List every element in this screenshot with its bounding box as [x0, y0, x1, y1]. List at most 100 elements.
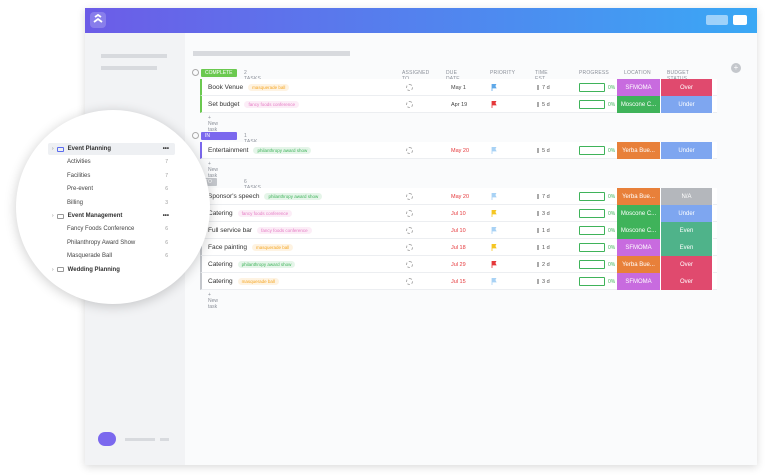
budget-status[interactable]: Under — [661, 142, 713, 159]
assignee[interactable] — [406, 84, 413, 91]
task-tag: fancy foods conference — [237, 210, 293, 217]
list-count: 3 — [165, 199, 168, 206]
location[interactable]: Moscone C... — [617, 222, 661, 239]
task-row[interactable]: Sponsor's speech philanthropy award show M… — [200, 188, 717, 205]
collapse-icon[interactable] — [192, 132, 199, 139]
priority-flag[interactable] — [491, 278, 497, 285]
budget-status[interactable]: Even — [661, 239, 713, 256]
chat-button[interactable] — [98, 432, 116, 446]
assignee[interactable] — [406, 101, 413, 108]
new-task[interactable]: + New task — [208, 115, 219, 133]
assignee[interactable] — [406, 147, 413, 154]
assignee[interactable] — [406, 244, 413, 251]
folder-icon — [56, 146, 64, 152]
location[interactable]: SFMOMA — [617, 79, 661, 96]
time-text: 7 d — [542, 84, 550, 91]
assignee[interactable] — [406, 227, 413, 234]
placeholder — [101, 66, 157, 70]
list-count: 6 — [165, 253, 168, 260]
time-estimate: 1 d — [537, 222, 550, 239]
task-row[interactable]: Set budget fancy foods conference Apr 19 5 … — [200, 96, 717, 113]
location[interactable]: Yerba Bue... — [617, 188, 661, 205]
list-item[interactable]: Activities 7 — [67, 156, 168, 168]
status-pill: IN PROGRESS — [201, 132, 238, 147]
new-task[interactable]: + New task — [208, 161, 219, 179]
task-row[interactable]: Catering masquerade ball Jul 15 3 d 0% SFMOMA… — [200, 273, 717, 290]
task-tag: philanthropy award show — [264, 193, 323, 200]
list-item[interactable]: Facilities 7 — [67, 170, 168, 182]
priority-flag[interactable] — [491, 244, 497, 251]
task-row[interactable]: Book Venue masquerade ball May 1 7 d 0% SFMOM… — [200, 79, 717, 96]
location[interactable]: SFMOMA — [617, 239, 661, 256]
budget-status[interactable]: Under — [661, 96, 713, 113]
budget-status[interactable]: N/A — [661, 188, 713, 205]
title-placeholder — [193, 51, 350, 56]
task-row[interactable]: Catering fancy foods conference Jul 10 3 d 0… — [200, 205, 717, 222]
priority-flag[interactable] — [491, 147, 497, 154]
folder[interactable]: › Wedding Planning — [48, 264, 175, 276]
location[interactable]: SFMOMA — [617, 273, 661, 290]
assignee[interactable] — [406, 210, 413, 217]
task-row[interactable]: Catering philanthropy award show Jul 29 2 d… — [200, 256, 717, 273]
time-estimate: 2 d — [537, 256, 550, 273]
list-item[interactable]: Philanthropy Award Show 6 — [67, 237, 168, 249]
task-name: Catering — [208, 278, 233, 285]
progress-text: 0% — [608, 244, 616, 251]
list-item[interactable]: Pre-event 6 — [67, 183, 168, 195]
assignee[interactable] — [406, 261, 413, 268]
time-estimate: 7 d — [537, 188, 550, 205]
task-row[interactable]: Face painting masquerade ball Jul 18 1 d 0% S… — [200, 239, 717, 256]
progress-text: 0% — [608, 261, 616, 268]
due-date: Jul 10 — [451, 210, 466, 217]
list-item[interactable]: Billing 3 — [67, 197, 168, 209]
location[interactable]: Moscone C... — [617, 96, 661, 113]
task-row[interactable]: Entertainment philanthropy award show May … — [200, 142, 717, 159]
time-estimate: 5 d — [537, 142, 550, 159]
assignee[interactable] — [406, 278, 413, 285]
budget-status[interactable]: Over — [661, 273, 713, 290]
new-task[interactable]: + New task — [208, 292, 219, 310]
hourglass — [537, 245, 539, 250]
task-name: Full service bar — [208, 227, 253, 234]
budget-status[interactable]: Under — [661, 205, 713, 222]
list-count: 6 — [165, 186, 168, 193]
location[interactable]: Yerba Bue... — [617, 256, 661, 273]
assignee[interactable] — [406, 193, 413, 200]
task-name: Sponsor's speech — [208, 193, 260, 200]
list-name: Pre-event — [67, 186, 94, 193]
folder-menu[interactable]: ••• — [162, 213, 169, 219]
list-item[interactable]: Fancy Foods Conference 6 — [67, 223, 168, 235]
priority-flag[interactable] — [491, 101, 497, 108]
task-name: Catering — [208, 261, 233, 268]
list-name: Facilities — [67, 172, 91, 179]
folder[interactable]: › Event Management ••• — [48, 210, 175, 222]
time-estimate: 5 d — [537, 96, 550, 113]
top-button[interactable] — [706, 15, 728, 25]
folder-label: Event Planning — [67, 146, 112, 152]
folder[interactable]: › Event Planning ••• — [48, 143, 175, 155]
logo — [90, 12, 106, 28]
add-column[interactable]: + — [731, 63, 741, 73]
task-tag: philanthropy award show — [237, 261, 296, 268]
location[interactable]: Yerba Bue... — [617, 142, 661, 159]
folder-icon — [56, 213, 64, 219]
hourglass — [537, 262, 539, 267]
task-cell: Book Venue masquerade ball — [208, 79, 290, 96]
budget-status[interactable]: Even — [661, 222, 713, 239]
task-row[interactable]: Full service bar fancy foods conference Ju… — [200, 222, 717, 239]
collapse-icon[interactable] — [192, 69, 199, 76]
folder-menu[interactable]: ••• — [162, 146, 169, 152]
priority-flag[interactable] — [491, 261, 497, 268]
list-count: 7 — [165, 159, 168, 166]
placeholder — [160, 438, 169, 441]
location[interactable]: Moscone C... — [617, 205, 661, 222]
list-item[interactable]: Masquerade Ball 6 — [67, 250, 168, 262]
task-tag: masquerade ball — [252, 244, 294, 251]
top-button[interactable] — [733, 15, 747, 25]
priority-flag[interactable] — [491, 210, 497, 217]
priority-flag[interactable] — [491, 84, 497, 91]
priority-flag[interactable] — [491, 193, 497, 200]
budget-status[interactable]: Over — [661, 256, 713, 273]
budget-status[interactable]: Over — [661, 79, 713, 96]
priority-flag[interactable] — [491, 227, 497, 234]
